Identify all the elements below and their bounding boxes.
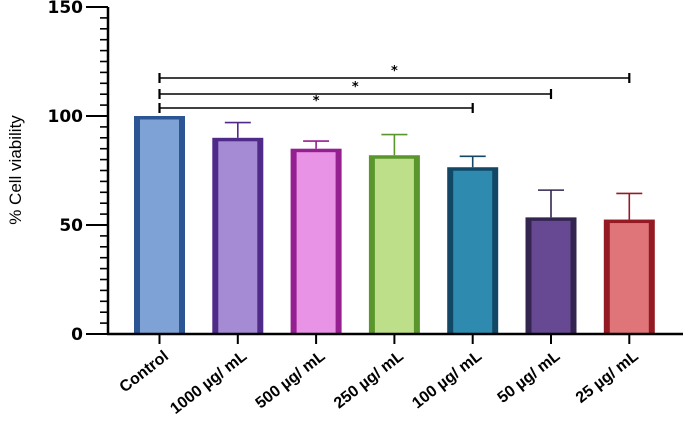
bar <box>218 141 258 334</box>
significance-bracket: * <box>158 94 474 113</box>
bars <box>134 116 655 334</box>
y-axis: 0 50 100 150 <box>48 0 110 345</box>
significance-star: * <box>313 94 320 109</box>
bar <box>609 223 649 334</box>
bar <box>296 152 336 334</box>
y-axis-label: % Cell viability <box>6 115 25 225</box>
bar-group <box>525 189 577 334</box>
bar-group <box>134 116 185 334</box>
bar-group <box>290 140 342 334</box>
x-tick-label: 1000 µg/ mL <box>167 348 250 418</box>
bar <box>140 119 179 334</box>
x-tick-label: 25 µg/ mL <box>573 348 642 407</box>
bar <box>453 170 493 334</box>
significance-star: * <box>391 64 398 79</box>
y-tick-label: 100 <box>48 107 84 127</box>
significance-star: * <box>352 80 359 95</box>
bar <box>531 220 571 334</box>
y-tick-label: 50 <box>59 216 83 236</box>
significance-brackets: * * * <box>158 64 631 113</box>
x-tick-label: Control <box>117 348 172 396</box>
x-tick-label: 250 µg/ mL <box>331 348 407 413</box>
x-tick-label: 500 µg/ mL <box>253 348 329 413</box>
y-tick-label: 0 <box>71 325 83 345</box>
y-tick-label: 150 <box>48 0 84 18</box>
bar-group <box>603 192 655 334</box>
significance-bracket: * <box>158 80 553 99</box>
bar <box>374 158 414 334</box>
bar-group <box>368 133 420 334</box>
significance-bracket: * <box>158 64 631 83</box>
x-tick-label: 50 µg/ mL <box>495 348 564 407</box>
x-tick-label: 100 µg/ mL <box>409 348 485 413</box>
bar-group <box>212 121 264 334</box>
bar-group <box>447 155 499 334</box>
